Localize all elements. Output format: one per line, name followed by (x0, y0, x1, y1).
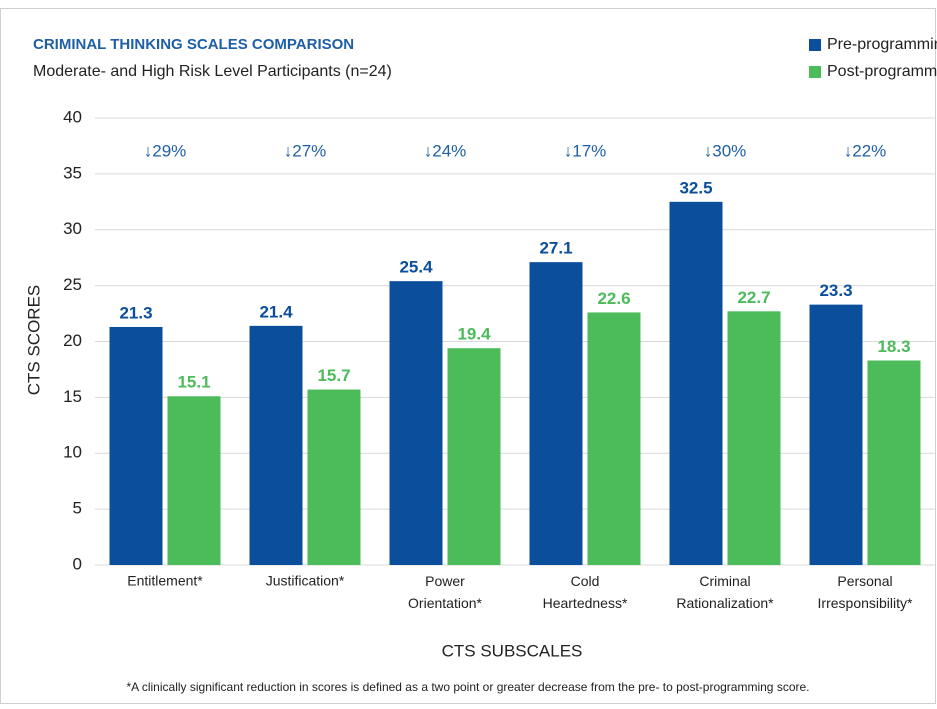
legend-swatch (809, 39, 821, 51)
bar (529, 262, 583, 565)
bar (249, 325, 303, 565)
data-label: 25.4 (399, 258, 433, 277)
data-label: 15.1 (177, 373, 210, 392)
data-label: 27.1 (539, 239, 572, 258)
data-label: 23.3 (819, 281, 852, 300)
annotation: ↓17% (564, 141, 607, 160)
x-tick-label: Personal Irresponsibility* (818, 573, 913, 611)
y-tick-label: 35 (63, 163, 82, 182)
bar (307, 389, 361, 565)
legend-swatch (809, 66, 821, 78)
bar (669, 201, 723, 565)
annotation: ↓30% (704, 141, 747, 160)
footnote: *A clinically significant reduction in s… (127, 680, 810, 694)
x-tick-label: Criminal Rationalization* (676, 573, 774, 611)
bar (447, 348, 501, 565)
annotation: ↓27% (284, 141, 327, 160)
data-label: 19.4 (457, 325, 491, 344)
chart-subtitle: Moderate- and High Risk Level Participan… (33, 63, 392, 80)
x-tick-label: Cold Heartedness* (543, 573, 628, 611)
y-tick-label: 20 (63, 331, 82, 350)
x-tick-label: Justification* (266, 573, 345, 589)
y-axis-title: CTS SCORES (24, 285, 43, 396)
annotation: ↓22% (844, 141, 887, 160)
x-tick-label: Entitlement* (127, 573, 203, 589)
y-tick-label: 0 (73, 554, 82, 573)
y-tick-label: 40 (63, 107, 82, 126)
data-label: 22.6 (597, 289, 630, 308)
legend-label: Post-programming (827, 63, 937, 80)
data-label: 18.3 (877, 337, 910, 356)
bar (587, 312, 641, 565)
annotation: ↓29% (144, 141, 187, 160)
y-tick-label: 5 (73, 499, 82, 518)
x-axis-title: CTS SUBSCALES (442, 641, 583, 660)
bar (389, 281, 443, 565)
y-tick-label: 25 (63, 275, 82, 294)
y-tick-label: 15 (63, 387, 82, 406)
bar (109, 326, 163, 565)
annotation: ↓24% (424, 141, 467, 160)
legend-label: Pre-programming (827, 36, 937, 53)
bar (167, 396, 221, 565)
chart-title: CRIMINAL THINKING SCALES COMPARISON (33, 36, 354, 53)
y-tick-label: 30 (63, 219, 82, 238)
bar (809, 304, 863, 565)
bar (867, 360, 921, 565)
x-tick-label: Power Orientation* (408, 573, 482, 611)
y-tick-label: 10 (63, 443, 82, 462)
data-label: 32.5 (679, 178, 712, 197)
bar (727, 311, 781, 565)
data-label: 15.7 (317, 366, 350, 385)
data-label: 21.3 (119, 303, 152, 322)
data-label: 22.7 (737, 288, 770, 307)
data-label: 21.4 (259, 302, 293, 321)
